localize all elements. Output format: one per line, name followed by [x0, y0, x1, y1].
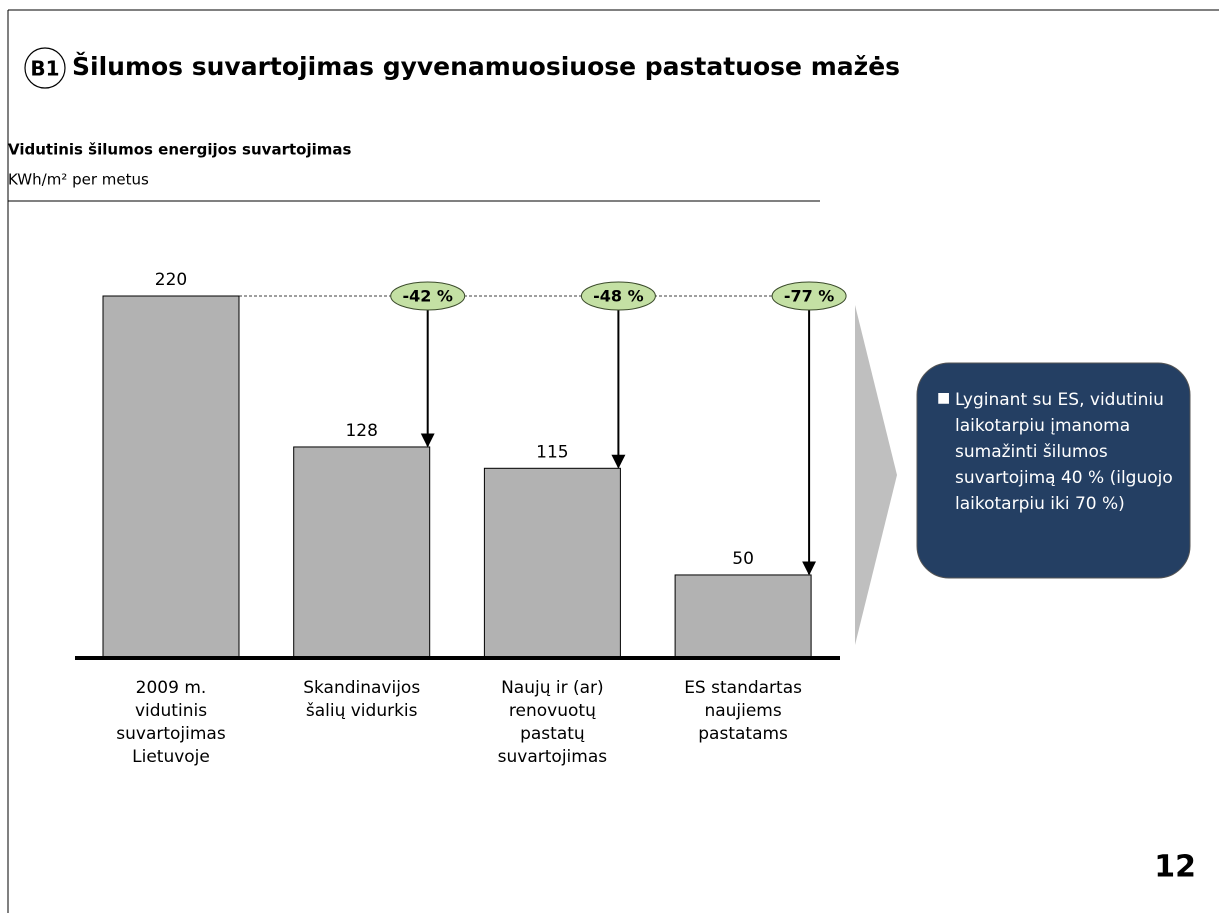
badge: B1 [30, 57, 59, 81]
callout: ■ Lyginant su ES, vidutiniu laikotarpiu … [937, 387, 1177, 517]
unit: KWh/m² per metus [8, 171, 149, 189]
chart-title: Šilumos suvartojimas gyvenamuosiuose pas… [72, 51, 900, 81]
badge-circle [24, 47, 66, 89]
bar [674, 574, 812, 658]
x-tick-label: 2009 m. vidutinis suvartojimas Lietuvoje [116, 678, 226, 767]
subtitle: Vidutinis šilumos energijos suvartojimas [8, 141, 351, 159]
callout-box [916, 362, 1191, 579]
pointer-triangle [855, 305, 897, 645]
annotation-bubble [771, 281, 847, 311]
annotation: -48 % [593, 287, 644, 306]
x-tick-label: ES standartas naujiems pastatams [684, 678, 802, 744]
value-label: 128 [345, 421, 377, 441]
annotation-bubble [390, 281, 466, 311]
value-label: 115 [536, 442, 568, 462]
bullet: ■ [937, 390, 951, 406]
bar [293, 446, 431, 658]
annotation: -77 % [784, 287, 835, 306]
page-number: 12 [1154, 850, 1196, 885]
bar [483, 467, 621, 658]
value-label: 50 [732, 549, 754, 569]
annotation: -42 % [402, 287, 453, 306]
callout-text: Lyginant su ES, vidutiniu laikotarpiu įm… [955, 390, 1173, 514]
x-tick-label: Skandinavijos šalių vidurkis [303, 678, 421, 721]
bar [102, 295, 240, 658]
annotation-bubble [580, 281, 656, 311]
x-tick-label: Naujų ir (ar) renovuotų pastatų suvartoj… [497, 678, 608, 767]
value-label: 220 [155, 270, 187, 290]
